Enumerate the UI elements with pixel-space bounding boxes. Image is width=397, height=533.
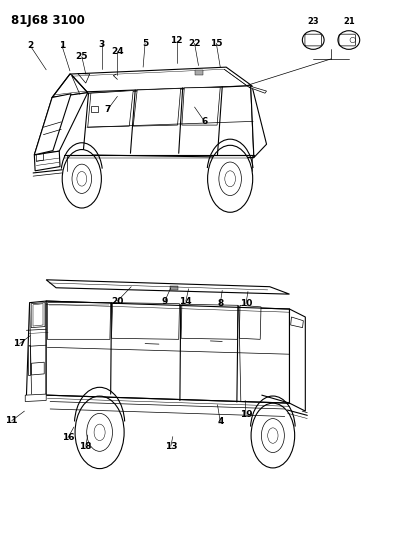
Text: 14: 14 <box>179 296 192 305</box>
Text: 13: 13 <box>165 442 177 451</box>
Text: 8: 8 <box>217 299 224 308</box>
Polygon shape <box>34 94 71 155</box>
Text: 81J68 3100: 81J68 3100 <box>11 14 85 27</box>
Text: 23: 23 <box>307 18 319 27</box>
FancyBboxPatch shape <box>195 70 203 75</box>
Text: 10: 10 <box>240 299 252 308</box>
FancyBboxPatch shape <box>91 107 98 112</box>
Polygon shape <box>112 303 179 340</box>
Ellipse shape <box>338 31 360 50</box>
Polygon shape <box>34 93 88 155</box>
Ellipse shape <box>251 403 295 468</box>
Text: 17: 17 <box>13 339 26 348</box>
Polygon shape <box>34 151 60 171</box>
Text: 22: 22 <box>188 39 201 48</box>
Text: 1: 1 <box>59 42 65 51</box>
Ellipse shape <box>75 396 124 469</box>
Text: 21: 21 <box>343 18 355 27</box>
Text: 12: 12 <box>170 36 183 45</box>
Polygon shape <box>289 309 305 411</box>
Text: 6: 6 <box>201 117 208 126</box>
Polygon shape <box>181 304 238 340</box>
Text: 18: 18 <box>79 442 92 451</box>
Ellipse shape <box>303 31 324 50</box>
Text: 24: 24 <box>111 47 124 55</box>
Polygon shape <box>31 303 45 328</box>
Text: 19: 19 <box>240 410 252 419</box>
Polygon shape <box>52 74 88 98</box>
Text: 16: 16 <box>62 433 74 442</box>
Polygon shape <box>25 394 46 401</box>
Polygon shape <box>239 305 261 340</box>
FancyBboxPatch shape <box>170 286 178 290</box>
Polygon shape <box>28 345 30 375</box>
Text: 2: 2 <box>27 42 33 51</box>
Polygon shape <box>133 88 181 126</box>
Text: 5: 5 <box>142 39 148 48</box>
Text: 3: 3 <box>98 40 105 49</box>
Text: 15: 15 <box>210 39 223 48</box>
Polygon shape <box>70 67 252 92</box>
Polygon shape <box>36 154 43 161</box>
Polygon shape <box>46 301 289 403</box>
Polygon shape <box>83 86 254 158</box>
Polygon shape <box>31 362 44 375</box>
Text: 7: 7 <box>104 105 111 114</box>
Ellipse shape <box>208 146 253 212</box>
Text: 9: 9 <box>162 296 168 305</box>
Polygon shape <box>47 303 111 340</box>
Polygon shape <box>46 280 289 294</box>
Polygon shape <box>27 301 46 397</box>
Polygon shape <box>182 87 220 125</box>
Polygon shape <box>251 86 266 158</box>
Polygon shape <box>249 87 266 93</box>
Ellipse shape <box>62 150 101 208</box>
Text: 4: 4 <box>217 417 224 426</box>
Text: 25: 25 <box>75 52 88 61</box>
Text: 11: 11 <box>6 416 18 425</box>
Polygon shape <box>88 91 133 127</box>
Text: 20: 20 <box>111 296 123 305</box>
Polygon shape <box>291 317 303 328</box>
